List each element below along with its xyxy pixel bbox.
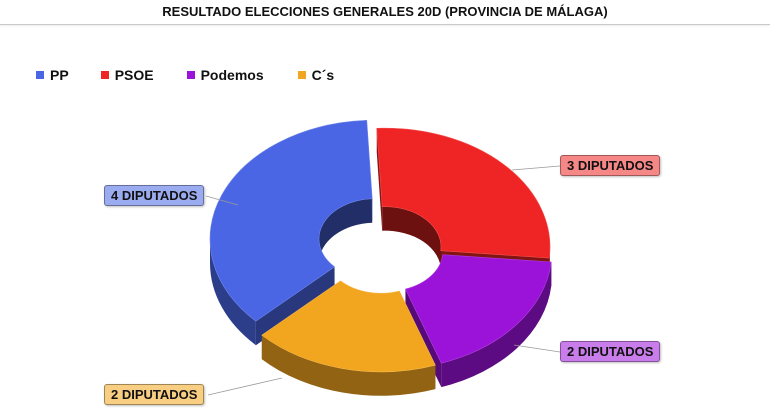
leader-line-pp <box>205 195 239 206</box>
slice-side-cs <box>261 335 436 396</box>
legend-swatch-podemos <box>186 71 195 79</box>
legend-item-psoe: PSOE <box>100 67 154 83</box>
leader-line-cs <box>207 377 283 396</box>
legend-swatch-cs <box>297 71 306 79</box>
leader-line-psoe <box>511 165 561 171</box>
legend-label-psoe: PSOE <box>114 67 154 83</box>
slice-cs <box>261 280 436 373</box>
slice-side-pp <box>210 239 256 346</box>
slice-psoe <box>376 127 551 259</box>
legend-swatch-pp <box>36 71 44 79</box>
legend-item-podemos: Podemos <box>186 67 264 83</box>
legend-item-pp: PP <box>36 67 69 83</box>
slice-inner-wall-pp <box>319 198 373 263</box>
slice-side-podemos <box>441 262 552 388</box>
slice-inner-wall-psoe <box>382 206 441 271</box>
legend-label-pp: PP <box>50 67 69 83</box>
data-label-podemos: 2 DIPUTADOS <box>560 341 661 362</box>
leader-line-podemos <box>513 344 561 353</box>
slice-edge-start-psoe <box>376 128 383 231</box>
slice-podemos <box>405 254 552 364</box>
slice-pp <box>209 120 373 322</box>
data-label-cs: 2 DIPUTADOS <box>104 384 205 405</box>
legend-label-podemos: Podemos <box>200 67 264 83</box>
chart-title: RESULTADO ELECCIONES GENERALES 20D (PROV… <box>162 4 608 19</box>
legend-label-cs: C´s <box>311 67 335 83</box>
data-label-pp: 4 DIPUTADOS <box>104 185 205 206</box>
legend-item-cs: C´s <box>297 67 335 83</box>
data-label-psoe: 3 DIPUTADOS <box>560 155 661 176</box>
legend: PP PSOE Podemos C´s <box>36 67 334 83</box>
legend-swatch-psoe <box>100 71 109 79</box>
chart-title-bar: RESULTADO ELECCIONES GENERALES 20D (PROV… <box>0 0 770 25</box>
